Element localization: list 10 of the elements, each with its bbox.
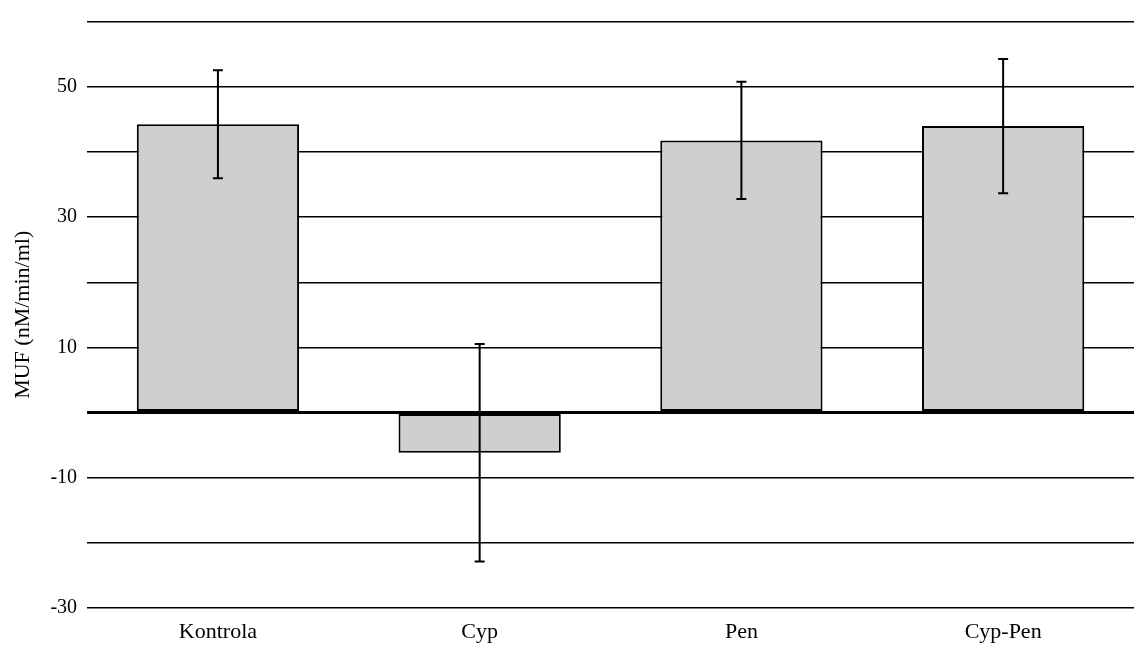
y-tick-label: 10 xyxy=(57,334,78,357)
y-axis-title: MUF (nM/min/ml) xyxy=(8,230,34,399)
y-tick-label: -30 xyxy=(50,594,78,617)
x-tick-label: Cyp-Pen xyxy=(964,617,1042,643)
y-tick-label: -10 xyxy=(50,464,78,487)
x-tick-label: Kontrola xyxy=(178,617,258,643)
x-tick-label: Pen xyxy=(724,617,758,643)
y-tick-label: 50 xyxy=(57,74,78,97)
x-tick-label: Cyp xyxy=(461,617,499,643)
y-tick-label: 30 xyxy=(57,204,78,227)
